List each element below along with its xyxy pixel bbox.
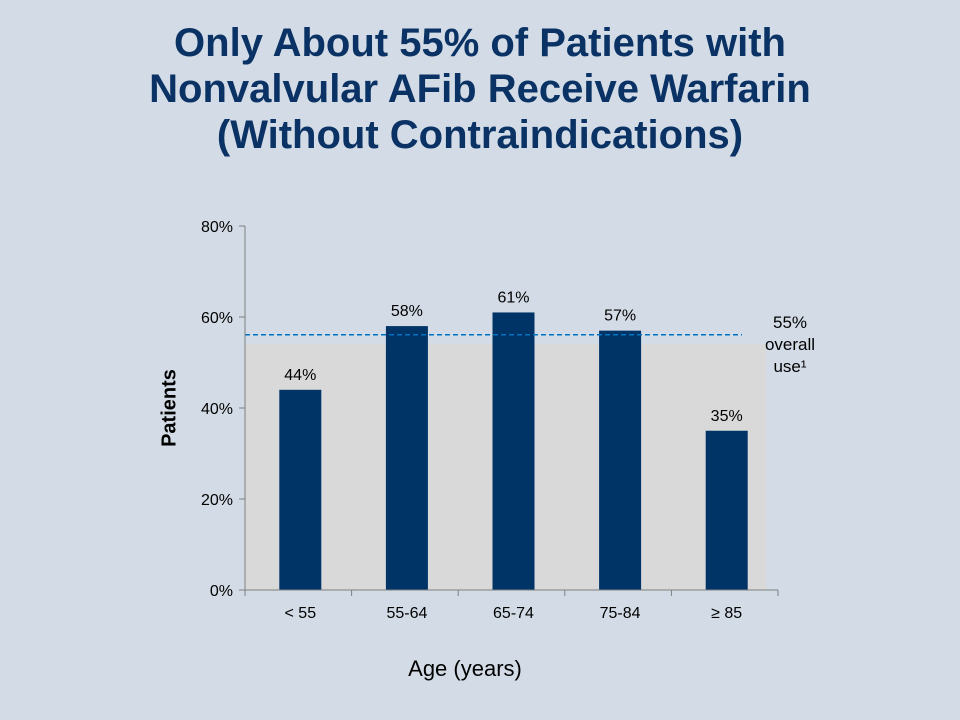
axes	[244, 226, 778, 591]
reference-line-label: 55% overall use¹	[755, 312, 825, 378]
y-tick-label: 80%	[201, 219, 233, 236]
title-line-1: Only About 55% of Patients with	[174, 21, 786, 65]
reference-label-line-2: overall	[764, 335, 816, 354]
x-tick-label: ≥ 85	[711, 605, 742, 622]
data-label: 58%	[391, 303, 423, 320]
data-label: 44%	[284, 367, 316, 384]
bar	[705, 430, 748, 590]
bar	[279, 389, 322, 590]
x-tick-label: 55-64	[386, 605, 427, 622]
x-tick-label: 75-84	[600, 605, 641, 622]
bar	[492, 312, 535, 590]
x-axis-ticks: < 55 55-64 65-74 75-84 ≥ 85	[244, 590, 779, 622]
y-axis-label: Patients	[158, 369, 181, 447]
data-label: 57%	[604, 308, 636, 325]
bar	[385, 326, 428, 590]
data-label: 35%	[711, 408, 743, 425]
bar	[599, 330, 642, 590]
slide-title: Only About 55% of Patients with Nonvalvu…	[0, 20, 960, 158]
reference-label-line-3: use¹	[773, 357, 807, 376]
x-tick-label: < 55	[285, 605, 317, 622]
data-label: 61%	[497, 289, 529, 306]
title-line-3: (Without Contraindications)	[216, 113, 744, 157]
title-line-2: Nonvalvular AFib Receive Warfarin	[149, 67, 811, 111]
y-tick-label: 40%	[201, 401, 233, 418]
reference-label-line-1: 55%	[772, 313, 808, 332]
bars: 44% 58% 61% 57% 35%	[279, 289, 748, 590]
x-tick-label: 65-74	[493, 605, 534, 622]
x-axis-label: Age (years)	[408, 656, 522, 681]
y-tick-label: 60%	[201, 310, 233, 327]
y-tick-label: 0%	[210, 583, 233, 600]
y-axis-ticks: 0% 20% 40% 60% 80%	[201, 219, 245, 600]
y-tick-label: 20%	[201, 492, 233, 509]
